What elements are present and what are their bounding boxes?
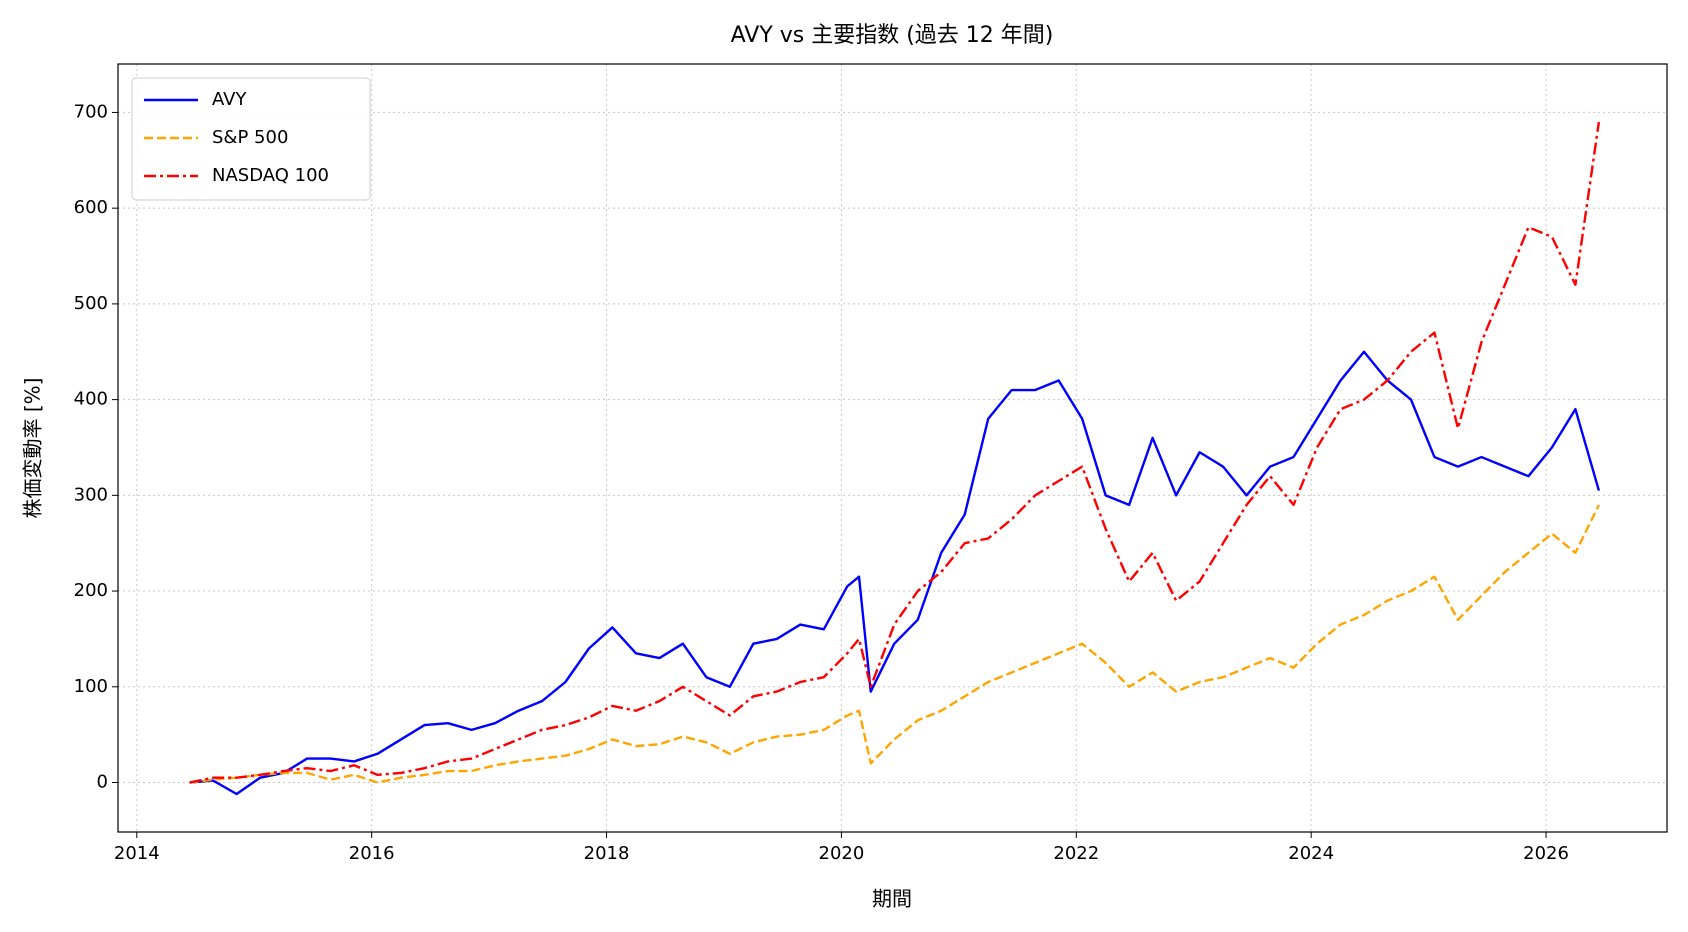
y-tick-label: 600 (74, 197, 108, 218)
x-tick-label: 2024 (1288, 843, 1334, 864)
x-tick-label: 2022 (1053, 843, 1099, 864)
y-tick-label: 400 (74, 389, 108, 410)
chart-title: AVY vs 主要指数 (過去 12 年間) (731, 23, 1054, 48)
y-tick-label: 300 (74, 484, 108, 505)
y-axis-label: 株価変動率 [%] (21, 378, 45, 519)
x-tick-label: 2020 (819, 843, 865, 864)
y-tick-label: 500 (74, 293, 108, 314)
series-line (189, 121, 1601, 784)
x-tick-label: 2014 (114, 843, 160, 864)
x-tick-label: 2018 (584, 843, 630, 864)
y-tick-label: 0 (97, 772, 108, 793)
legend-label: S&P 500 (212, 127, 288, 148)
y-tick-label: 700 (74, 101, 108, 122)
legend-label: NASDAQ 100 (212, 165, 329, 186)
series-line (189, 504, 1600, 784)
legend-label: AVY (212, 89, 247, 110)
y-tick-label: 200 (74, 580, 108, 601)
y-tick-label: 100 (74, 676, 108, 697)
series-line (189, 350, 1601, 796)
x-tick-label: 2016 (349, 843, 395, 864)
legend-box (131, 77, 371, 201)
plot-frame (117, 63, 1668, 833)
x-axis-label: 期間 (872, 887, 912, 911)
x-tick-label: 2026 (1523, 843, 1569, 864)
